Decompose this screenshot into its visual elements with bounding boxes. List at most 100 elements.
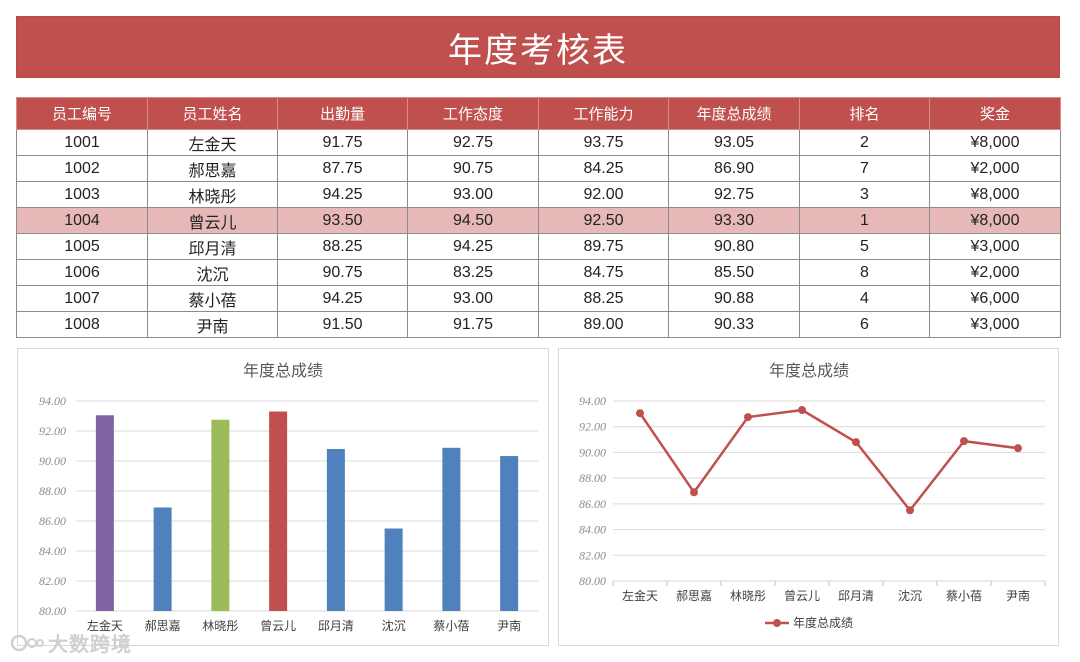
table-cell[interactable]: 90.33	[668, 311, 800, 338]
table-cell[interactable]: ¥6,000	[929, 285, 1061, 312]
table-cell[interactable]: 1005	[16, 233, 148, 260]
table-cell[interactable]: 沈沉	[147, 259, 278, 286]
table-cell[interactable]: 3	[799, 181, 930, 208]
table-cell[interactable]: 90.75	[277, 259, 408, 286]
table-cell[interactable]: 87.75	[277, 155, 408, 182]
table-cell[interactable]: 92.75	[668, 181, 800, 208]
table-cell[interactable]: 91.75	[407, 311, 539, 338]
bar-chart-panel[interactable]: 年度总成绩 94.00 92.00 90.00 88.00 86.00 84.00 82.00…	[17, 348, 549, 646]
y-tick-label: 80.00	[39, 604, 66, 618]
x-tick-label: 尹南	[497, 618, 521, 633]
table-cell[interactable]: 92.75	[407, 129, 539, 156]
table-cell[interactable]: 8	[799, 259, 930, 286]
table-cell[interactable]: 1003	[16, 181, 148, 208]
table-cell[interactable]: 84.75	[538, 259, 669, 286]
chart-title: 年度总成绩	[769, 361, 849, 380]
x-tick-label: 郝思嘉	[676, 589, 712, 603]
table-cell[interactable]: 90.75	[407, 155, 539, 182]
table-cell[interactable]: ¥8,000	[929, 207, 1061, 234]
table-cell[interactable]: 84.25	[538, 155, 669, 182]
table-row: 1004 曾云儿 93.50 94.50 92.50 93.30 1 ¥8,000	[16, 207, 1061, 234]
table-cell[interactable]: 蔡小蓓	[147, 285, 278, 312]
table-cell[interactable]: 89.00	[538, 311, 669, 338]
data-point	[744, 413, 752, 422]
table-cell[interactable]: 85.50	[668, 259, 800, 286]
table-cell[interactable]: ¥2,000	[929, 259, 1061, 286]
y-tick-label: 80.00	[579, 574, 606, 588]
table-cell[interactable]: 91.50	[277, 311, 408, 338]
table-cell[interactable]: 93.50	[277, 207, 408, 234]
y-tick-label: 82.00	[579, 548, 606, 562]
table-cell[interactable]: 83.25	[407, 259, 539, 286]
table-cell[interactable]: 89.75	[538, 233, 669, 260]
table-cell[interactable]: 94.25	[277, 181, 408, 208]
table-row: 1005 邱月清 88.25 94.25 89.75 90.80 5 ¥3,000	[16, 233, 1061, 260]
table-cell[interactable]: 86.90	[668, 155, 800, 182]
table-row: 1007 蔡小蓓 94.25 93.00 88.25 90.88 4 ¥6,000	[16, 285, 1061, 312]
table-cell[interactable]: 1006	[16, 259, 148, 286]
table-cell[interactable]: 1008	[16, 311, 148, 338]
column-header[interactable]: 排名	[799, 97, 930, 130]
table-cell[interactable]: 93.05	[668, 129, 800, 156]
table-cell[interactable]: 93.00	[407, 285, 539, 312]
x-tick-label: 曾云儿	[784, 589, 820, 603]
column-header[interactable]: 年度总成绩	[668, 97, 800, 130]
y-tick-label: 86.00	[39, 514, 66, 528]
column-header[interactable]: 工作态度	[407, 97, 539, 130]
x-tick-label: 左金天	[87, 618, 123, 633]
table-cell[interactable]: 93.00	[407, 181, 539, 208]
table-cell[interactable]: 88.25	[538, 285, 669, 312]
column-header[interactable]: 奖金	[929, 97, 1061, 130]
table-cell[interactable]: 左金天	[147, 129, 278, 156]
sheet-title: 年度考核表	[16, 16, 1060, 78]
table-cell[interactable]: ¥2,000	[929, 155, 1061, 182]
table-cell[interactable]: 曾云儿	[147, 207, 278, 234]
table-cell[interactable]: 88.25	[277, 233, 408, 260]
table-cell[interactable]: 郝思嘉	[147, 155, 278, 182]
table-cell[interactable]: 92.50	[538, 207, 669, 234]
y-tick-label: 92.00	[39, 424, 66, 438]
table-cell[interactable]: 90.80	[668, 233, 800, 260]
table-cell[interactable]: 94.50	[407, 207, 539, 234]
x-tick-label: 尹南	[1006, 588, 1030, 603]
table-cell[interactable]: 1007	[16, 285, 148, 312]
y-tick-label: 84.00	[579, 523, 606, 537]
table-cell[interactable]: 5	[799, 233, 930, 260]
table-cell[interactable]: 2	[799, 129, 930, 156]
table-cell[interactable]: 邱月清	[147, 233, 278, 260]
table-row: 1001 左金天 91.75 92.75 93.75 93.05 2 ¥8,000	[16, 129, 1061, 156]
table-cell[interactable]: 1004	[16, 207, 148, 234]
y-tick-label: 88.00	[579, 471, 606, 485]
legend-swatch-marker	[773, 619, 781, 627]
table-cell[interactable]: 1	[799, 207, 930, 234]
table-cell[interactable]: ¥3,000	[929, 311, 1061, 338]
column-header[interactable]: 员工姓名	[147, 97, 278, 130]
table-cell[interactable]: 1002	[16, 155, 148, 182]
x-tick-label: 邱月清	[318, 619, 354, 633]
table-cell[interactable]: ¥8,000	[929, 181, 1061, 208]
column-header[interactable]: 员工编号	[16, 97, 148, 130]
table-cell[interactable]: 1001	[16, 129, 148, 156]
x-tick-label: 林晓彤	[730, 589, 766, 603]
table-cell[interactable]: 93.75	[538, 129, 669, 156]
table-cell[interactable]: 92.00	[538, 181, 669, 208]
data-point	[690, 488, 698, 497]
y-tick-label: 94.00	[579, 394, 606, 408]
table-cell[interactable]: ¥3,000	[929, 233, 1061, 260]
table-cell[interactable]: ¥8,000	[929, 129, 1061, 156]
table-cell[interactable]: 93.30	[668, 207, 800, 234]
table-cell[interactable]: 94.25	[407, 233, 539, 260]
table-cell[interactable]: 尹南	[147, 311, 278, 338]
table-cell[interactable]: 6	[799, 311, 930, 338]
column-header[interactable]: 工作能力	[538, 97, 669, 130]
table-cell[interactable]: 7	[799, 155, 930, 182]
table-cell[interactable]: 4	[799, 285, 930, 312]
table-cell[interactable]: 90.88	[668, 285, 800, 312]
y-tick-label: 82.00	[39, 574, 66, 588]
x-tick-label: 沈沉	[898, 588, 922, 603]
table-cell[interactable]: 林晓彤	[147, 181, 278, 208]
column-header[interactable]: 出勤量	[277, 97, 408, 130]
table-cell[interactable]: 94.25	[277, 285, 408, 312]
line-chart-panel[interactable]: 年度总成绩 94.00 92.00 90.00 88.00 86.00 84.00 82.00…	[558, 348, 1059, 646]
table-cell[interactable]: 91.75	[277, 129, 408, 156]
